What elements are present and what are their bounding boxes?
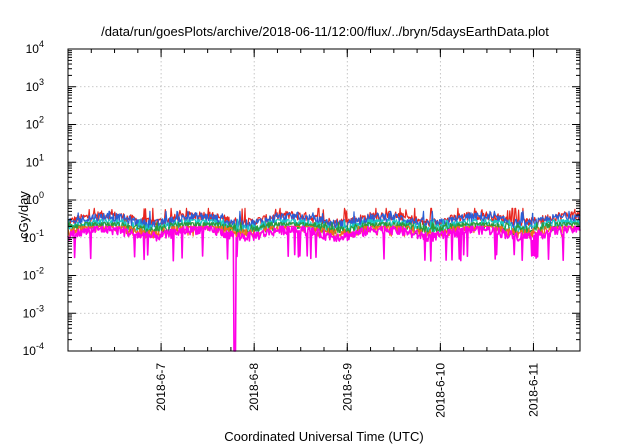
y-tick-label: 100 xyxy=(26,190,44,207)
series-line xyxy=(67,225,581,352)
y-tick-label: 104 xyxy=(26,39,44,56)
x-tick-label: 2018-6-7 xyxy=(154,363,168,411)
y-axis-title-group: cGy/day xyxy=(16,191,31,239)
chart-title: /data/run/goesPlots/archive/2018-06-11/1… xyxy=(101,24,549,39)
x-tick-label: 2018-6-11 xyxy=(526,363,540,417)
y-tick-label: 10-1 xyxy=(23,228,44,245)
y-tick-label: 10-2 xyxy=(23,266,44,283)
series-line xyxy=(67,225,581,239)
y-tick-label: 10-4 xyxy=(23,341,44,358)
x-tick-label: 2018-6-10 xyxy=(433,363,447,418)
y-tick-label: 103 xyxy=(26,77,44,94)
y-tick-label: 10-3 xyxy=(23,303,44,320)
x-tick-label: 2018-6-8 xyxy=(247,363,261,411)
y-axis-title: cGy/day xyxy=(16,191,31,239)
axis-ticks: 10-4 10-3 10-2 10-1 100 101 102 103 104 2018-6-7 2… xyxy=(23,39,581,418)
y-tick-label: 101 xyxy=(26,152,44,169)
series-layer xyxy=(67,207,581,352)
y-tick-label: 102 xyxy=(26,115,44,132)
x-axis-title: Coordinated Universal Time (UTC) xyxy=(224,429,423,444)
grid xyxy=(68,49,580,351)
x-tick-label: 2018-6-9 xyxy=(340,363,354,411)
